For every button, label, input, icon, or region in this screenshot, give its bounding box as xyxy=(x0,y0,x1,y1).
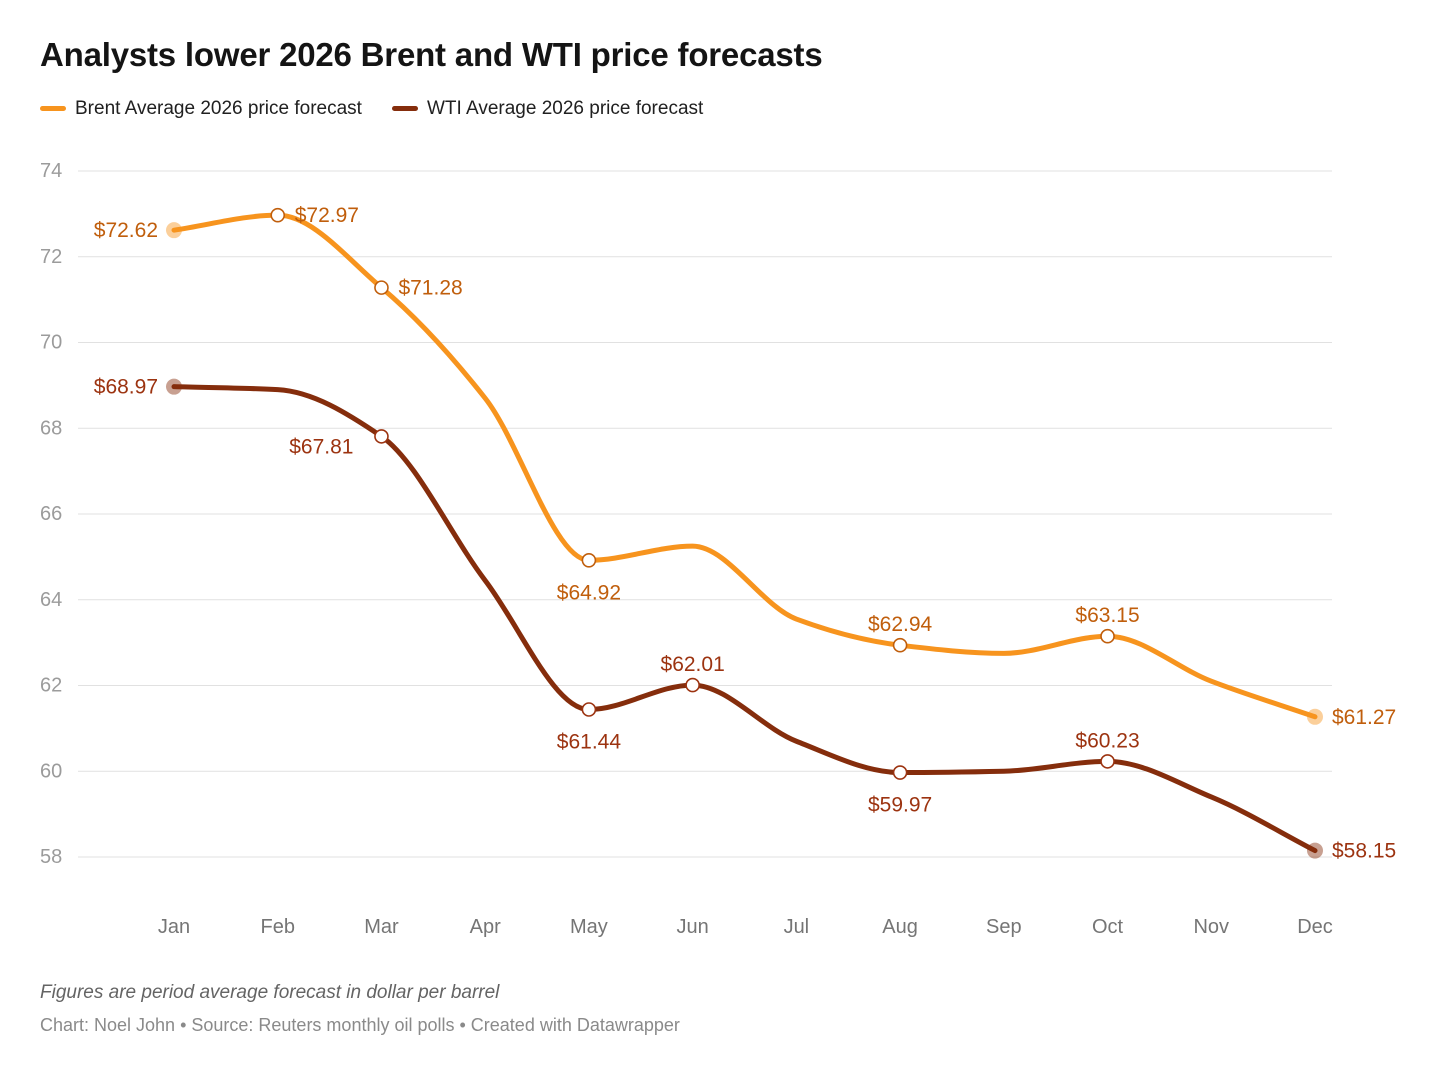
y-tick-label: 74 xyxy=(40,160,62,182)
x-tick-label: Feb xyxy=(260,916,294,938)
y-tick-label: 70 xyxy=(40,332,62,354)
y-tick-label: 64 xyxy=(40,589,62,611)
legend-item-wti: WTI Average 2026 price forecast xyxy=(391,97,704,120)
legend: Brent Average 2026 price forecast WTI Av… xyxy=(40,98,1400,120)
wti-value-label: $68.97 xyxy=(94,376,158,399)
brent-value-label: $72.97 xyxy=(295,204,359,227)
wti-point-ring xyxy=(892,765,908,780)
x-tick-label: Dec xyxy=(1297,916,1333,938)
x-tick-label: Oct xyxy=(1092,916,1124,938)
chart-footnote: Figures are period average forecast in d… xyxy=(40,982,500,1003)
x-tick-label: May xyxy=(570,916,608,938)
y-tick-label: 58 xyxy=(40,846,62,868)
wti-value-label: $61.44 xyxy=(557,731,622,754)
y-tick-label: 60 xyxy=(40,760,62,782)
x-tick-label: Jun xyxy=(677,916,709,938)
legend-label-wti: WTI Average 2026 price forecast xyxy=(426,97,704,119)
wti-point-ring xyxy=(1100,754,1115,769)
line-chart-svg: 58 60 62 64 66 68 70 72 74 Jan Feb Mar Apr May Jun Jul A… xyxy=(40,160,1396,938)
brent-legend-swatch-icon xyxy=(40,106,66,112)
brent-value-label: $71.28 xyxy=(398,277,462,300)
brent-value-label: $72.62 xyxy=(94,219,158,242)
wti-legend-swatch-icon xyxy=(391,106,418,112)
chart-header: Analysts lower 2026 Brent and WTI price … xyxy=(0,0,1440,74)
y-tick-label: 62 xyxy=(40,675,62,697)
x-tick-label: Sep xyxy=(986,916,1022,938)
chart-title: Analysts lower 2026 Brent and WTI price … xyxy=(40,36,823,73)
y-tick-label: 72 xyxy=(40,246,62,268)
y-tick-label: 68 xyxy=(40,417,62,439)
wti-value-label: $60.23 xyxy=(1075,729,1139,752)
y-tick-label: 66 xyxy=(40,503,62,525)
brent-point-ring xyxy=(892,637,908,653)
wti-point-ring xyxy=(581,702,597,717)
wti-point-ring xyxy=(374,429,389,444)
brent-point-ring xyxy=(1100,628,1115,644)
wti-point-ring xyxy=(685,677,700,693)
brent-forecast-line xyxy=(171,212,1318,720)
plot-area: 58 60 62 64 66 68 70 72 74 Jan Feb Mar Apr May Jun Jul A… xyxy=(0,150,1440,980)
x-tick-label: Nov xyxy=(1193,916,1229,938)
brent-value-label: $64.92 xyxy=(557,581,621,604)
x-tick-label: Aug xyxy=(882,916,918,938)
wti-value-label: $59.97 xyxy=(868,794,932,817)
wti-value-label: $62.01 xyxy=(661,653,725,676)
brent-value-label: $63.15 xyxy=(1075,604,1139,627)
x-tick-label: Mar xyxy=(364,916,399,938)
legend-label-brent: Brent Average 2026 price forecast xyxy=(75,97,362,119)
brent-point-ring xyxy=(581,553,597,568)
x-tick-label: Jan xyxy=(158,916,190,938)
wti-value-label: $58.15 xyxy=(1332,840,1396,863)
brent-value-label: $61.27 xyxy=(1332,706,1396,729)
x-tick-label: Apr xyxy=(470,916,501,938)
chart-credit: Chart: Noel John • Source: Reuters month… xyxy=(40,1015,680,1035)
brent-point-ring xyxy=(374,280,389,295)
brent-point-ring xyxy=(270,207,286,223)
wti-value-label: $67.81 xyxy=(289,435,353,458)
chart-footer: Figures are period average forecast in d… xyxy=(40,982,1400,1036)
x-tick-label: Jul xyxy=(784,916,810,938)
brent-value-label: $62.94 xyxy=(868,613,933,636)
legend-item-brent: Brent Average 2026 price forecast xyxy=(40,98,362,120)
